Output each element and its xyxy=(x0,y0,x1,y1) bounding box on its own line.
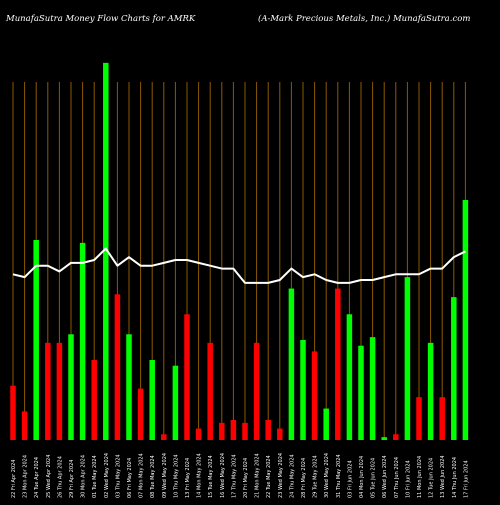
bar xyxy=(369,337,376,440)
x-tick-label: 29 Fri Apr 2024 xyxy=(69,460,75,498)
x-tick-label: 31 Thu May 2024 xyxy=(336,454,342,498)
x-tick-label: 14 Mon May 2024 xyxy=(197,453,203,498)
x-tick-label: 20 Fri May 2024 xyxy=(243,458,249,498)
x-tick-label: 28 Fri May 2024 xyxy=(301,458,307,498)
x-tick-label: 05 Tue Jun 2024 xyxy=(371,458,377,498)
bar xyxy=(126,334,132,440)
x-tick-label: 17 Fri Jun 2024 xyxy=(463,460,469,498)
bar xyxy=(358,345,364,440)
bar xyxy=(323,408,329,440)
bar xyxy=(335,288,341,440)
bar xyxy=(137,388,144,440)
bar xyxy=(149,360,155,440)
x-tick-label: 22 Fri Apr 2024 xyxy=(11,460,17,498)
x-tick-label: 30 Wed May 2024 xyxy=(324,453,330,498)
bar xyxy=(172,365,179,440)
bar xyxy=(33,240,39,440)
bar xyxy=(242,422,248,440)
x-tick-label: 01 Tue May 2024 xyxy=(92,455,98,498)
x-tick-label: 11 Mon Jun 2024 xyxy=(417,456,423,498)
x-tick-label: 15 Tue May 2024 xyxy=(208,455,214,498)
bar xyxy=(404,277,411,440)
x-tick-label: 07 Mon May 2024 xyxy=(139,453,145,498)
bar xyxy=(21,411,28,440)
x-tick-label: 23 Wed May 2024 xyxy=(278,453,284,498)
x-tick-label: 22 Tue May 2024 xyxy=(266,455,272,498)
bar xyxy=(68,334,74,440)
x-tick-label: 24 Tue Apr 2024 xyxy=(34,457,40,498)
bar xyxy=(311,351,318,440)
x-tick-label: 10 Fri Jun 2024 xyxy=(405,460,411,498)
bar xyxy=(161,434,167,440)
money-flow-line xyxy=(12,247,466,284)
bar xyxy=(416,397,422,440)
x-tick-label: 03 Fri Jun 2024 xyxy=(347,460,353,498)
x-tick-label: 21 Mon May 2024 xyxy=(255,453,261,498)
x-tick-label: 13 Wed Jun 2024 xyxy=(440,455,446,498)
bar xyxy=(103,62,109,440)
bar xyxy=(56,342,63,440)
x-tick-label: 30 Mon Apr 2024 xyxy=(81,455,87,498)
bar xyxy=(439,397,445,440)
bar xyxy=(184,314,190,440)
x-tick-label: 24 Thu May 2024 xyxy=(289,454,295,498)
x-tick-label: 26 Thu Apr 2024 xyxy=(57,456,63,498)
bar xyxy=(114,294,121,440)
bar xyxy=(393,434,399,440)
bar xyxy=(300,340,306,440)
x-tick-label: 06 Fri May 2024 xyxy=(127,458,133,498)
x-tick-label: 10 Thu May 2024 xyxy=(173,454,179,498)
bar xyxy=(462,200,469,440)
bar xyxy=(381,437,387,440)
x-tick-label: 17 Thu May 2024 xyxy=(231,454,237,498)
bar xyxy=(346,314,353,440)
x-tick-label: 23 Mon Apr 2024 xyxy=(23,455,29,498)
bar xyxy=(219,422,225,440)
x-tick-label: 12 Tue Jun 2024 xyxy=(429,458,435,498)
x-tick-label: 16 Wed May 2024 xyxy=(220,453,226,498)
x-tick-label: 03 Thu May 2024 xyxy=(115,454,121,498)
bar xyxy=(45,342,51,440)
bar xyxy=(10,385,16,440)
chart-header-left: MunafaSutra Money Flow Charts for AMRK xyxy=(6,14,196,24)
bar xyxy=(91,360,97,440)
x-tick-label: 08 Tue May 2024 xyxy=(150,455,156,498)
x-tick-label: 09 Wed May 2024 xyxy=(162,453,168,498)
x-tick-label: 02 Wed May 2024 xyxy=(104,453,110,498)
bar xyxy=(427,342,434,440)
bar xyxy=(207,342,213,440)
x-tick-label: 06 Wed Jun 2024 xyxy=(382,455,388,498)
bar xyxy=(288,288,295,440)
bar xyxy=(451,297,457,440)
bar xyxy=(277,428,283,440)
x-tick-label: 14 Thu Jun 2024 xyxy=(452,457,458,498)
bar xyxy=(195,428,202,440)
x-tick-label: 13 Fri May 2024 xyxy=(185,458,191,498)
chart-header-right: (A-Mark Precious Metals, Inc.) MunafaSut… xyxy=(258,14,471,24)
x-tick-label: 29 Tue May 2024 xyxy=(313,455,319,498)
bar xyxy=(253,342,260,440)
x-tick-label: 04 Mon Jun 2024 xyxy=(359,456,365,498)
bar xyxy=(79,242,86,440)
bar xyxy=(265,420,271,440)
x-tick-label: 25 Wed Apr 2024 xyxy=(46,455,52,498)
x-tick-label: 07 Thu Jun 2024 xyxy=(394,457,400,498)
bar xyxy=(230,420,237,440)
